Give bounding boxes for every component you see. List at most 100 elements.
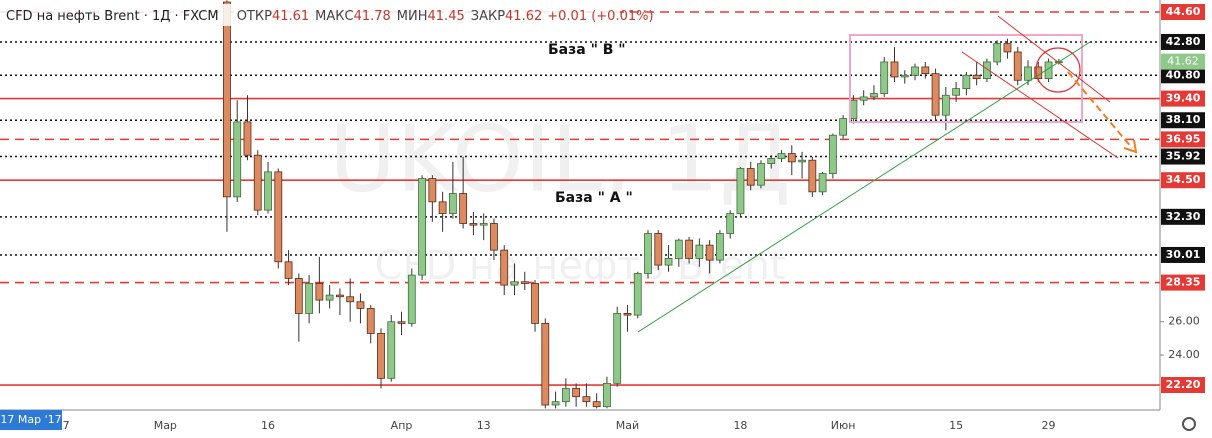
ohlc-value: 41.45 xyxy=(428,9,465,24)
header: CFD на нефть Brent · 1Д · FXCM ОТКР41.61… xyxy=(6,9,654,24)
drawings xyxy=(637,15,1138,333)
candle-body xyxy=(520,281,529,284)
candle-body xyxy=(921,66,930,75)
candle-body xyxy=(418,178,426,276)
level-label-bg xyxy=(1161,172,1205,189)
candle-body xyxy=(377,332,385,379)
candle-body xyxy=(561,387,570,403)
level-label-bg xyxy=(1161,131,1205,148)
candle-body xyxy=(993,43,1002,63)
level-label-bg xyxy=(1161,112,1205,129)
candle-body xyxy=(479,223,488,226)
candle-body xyxy=(911,66,919,76)
candle-body xyxy=(983,61,991,80)
candle-body xyxy=(572,387,581,398)
candle-body xyxy=(264,171,272,211)
ohlc-label: ЗАКР xyxy=(471,9,505,24)
y-tick-label: 26.00 xyxy=(1168,315,1200,328)
candle-body xyxy=(274,171,283,263)
candle-body xyxy=(346,296,355,303)
level-label-bg xyxy=(1161,148,1205,165)
level-label-bg xyxy=(1161,3,1205,20)
level-label-bg xyxy=(1161,67,1205,84)
ohlc-label: ОТКР xyxy=(237,9,272,24)
watermark-text: UKOIL, 1Д xyxy=(329,105,791,212)
candle-body xyxy=(407,274,416,324)
x-tick-label: 13 xyxy=(477,419,491,432)
x-tick-label: Май xyxy=(616,419,639,432)
candle-body xyxy=(223,1,231,198)
candle-body xyxy=(952,88,961,96)
candle-body xyxy=(664,258,673,266)
level-label: 38.10 xyxy=(1166,113,1201,126)
ohlc-label: МИН xyxy=(397,9,428,24)
symbol-title: CFD на нефть Brent · 1Д · FXCM xyxy=(6,9,219,24)
channel-line xyxy=(961,51,1119,159)
candle-body xyxy=(356,301,365,309)
trend-line xyxy=(637,41,1091,333)
candle-body xyxy=(962,74,971,89)
level-label: 30.01 xyxy=(1166,248,1201,261)
candle-body xyxy=(325,294,334,301)
candle-body xyxy=(253,154,262,211)
x-tick-label: Апр xyxy=(391,419,413,432)
candle-body xyxy=(1003,43,1012,53)
candle-body xyxy=(880,61,889,94)
candle-body xyxy=(798,159,806,163)
candle-body xyxy=(972,74,981,80)
level-label-bg xyxy=(1161,208,1205,225)
candle-body xyxy=(366,308,375,334)
settings[interactable] xyxy=(1182,417,1196,431)
candle-body xyxy=(459,193,468,224)
ohlc-value: 41.62 xyxy=(505,9,542,24)
level-label: 40.80 xyxy=(1166,68,1201,81)
last-price-label: 41.62 xyxy=(1167,55,1199,68)
level-label-bg xyxy=(1161,246,1205,263)
level-label: 34.50 xyxy=(1166,173,1201,186)
candle-body xyxy=(685,239,693,259)
annotation: База " A " xyxy=(555,190,633,206)
candle-body xyxy=(716,233,724,261)
level-label: 32.30 xyxy=(1166,210,1201,223)
level-label-bg xyxy=(1161,274,1205,291)
axes: 44.60 42.80 40.80 39.40 38.10 36.95 35.92 34.50… xyxy=(56,3,1205,432)
candle-body xyxy=(931,73,940,116)
candle-body xyxy=(859,96,868,101)
last-price-bg xyxy=(1161,53,1205,70)
annotation: База " B " xyxy=(548,42,626,58)
candle-body xyxy=(428,178,437,203)
x-tick-label: Мар xyxy=(154,419,177,432)
candle-body xyxy=(757,163,765,186)
settings-icon[interactable] xyxy=(1182,417,1196,431)
candle-body xyxy=(623,313,632,316)
candle-body xyxy=(787,153,796,163)
level-label: 35.92 xyxy=(1166,150,1201,163)
candle-body xyxy=(695,244,704,259)
candle-body xyxy=(654,233,663,266)
candle-body xyxy=(336,294,344,298)
y-tick-label: 24.00 xyxy=(1168,348,1200,361)
crosshair-date: 17 Мар '17 xyxy=(0,413,61,426)
candle-body xyxy=(818,173,827,193)
candle-body xyxy=(1013,51,1022,81)
candle-body xyxy=(294,278,303,314)
candle-body xyxy=(767,158,776,164)
level-label: 39.40 xyxy=(1166,92,1201,105)
candle-body xyxy=(469,223,478,226)
candle-body xyxy=(828,134,837,174)
forecast-arrow xyxy=(1067,71,1133,149)
candle-body xyxy=(839,118,848,136)
candle-body xyxy=(305,283,314,314)
candle-body xyxy=(490,223,498,251)
candle-body xyxy=(510,281,519,286)
level-label: 44.60 xyxy=(1166,5,1201,18)
x-tick-label: 18 xyxy=(733,419,747,432)
candle-body xyxy=(870,93,878,98)
ohlc-value: 41.78 xyxy=(354,9,391,24)
x-tick-label: 29 xyxy=(1042,419,1056,432)
candle-body xyxy=(541,323,550,406)
ohlc-value: 41.61 xyxy=(272,9,309,24)
level-label: 28.35 xyxy=(1166,276,1201,289)
